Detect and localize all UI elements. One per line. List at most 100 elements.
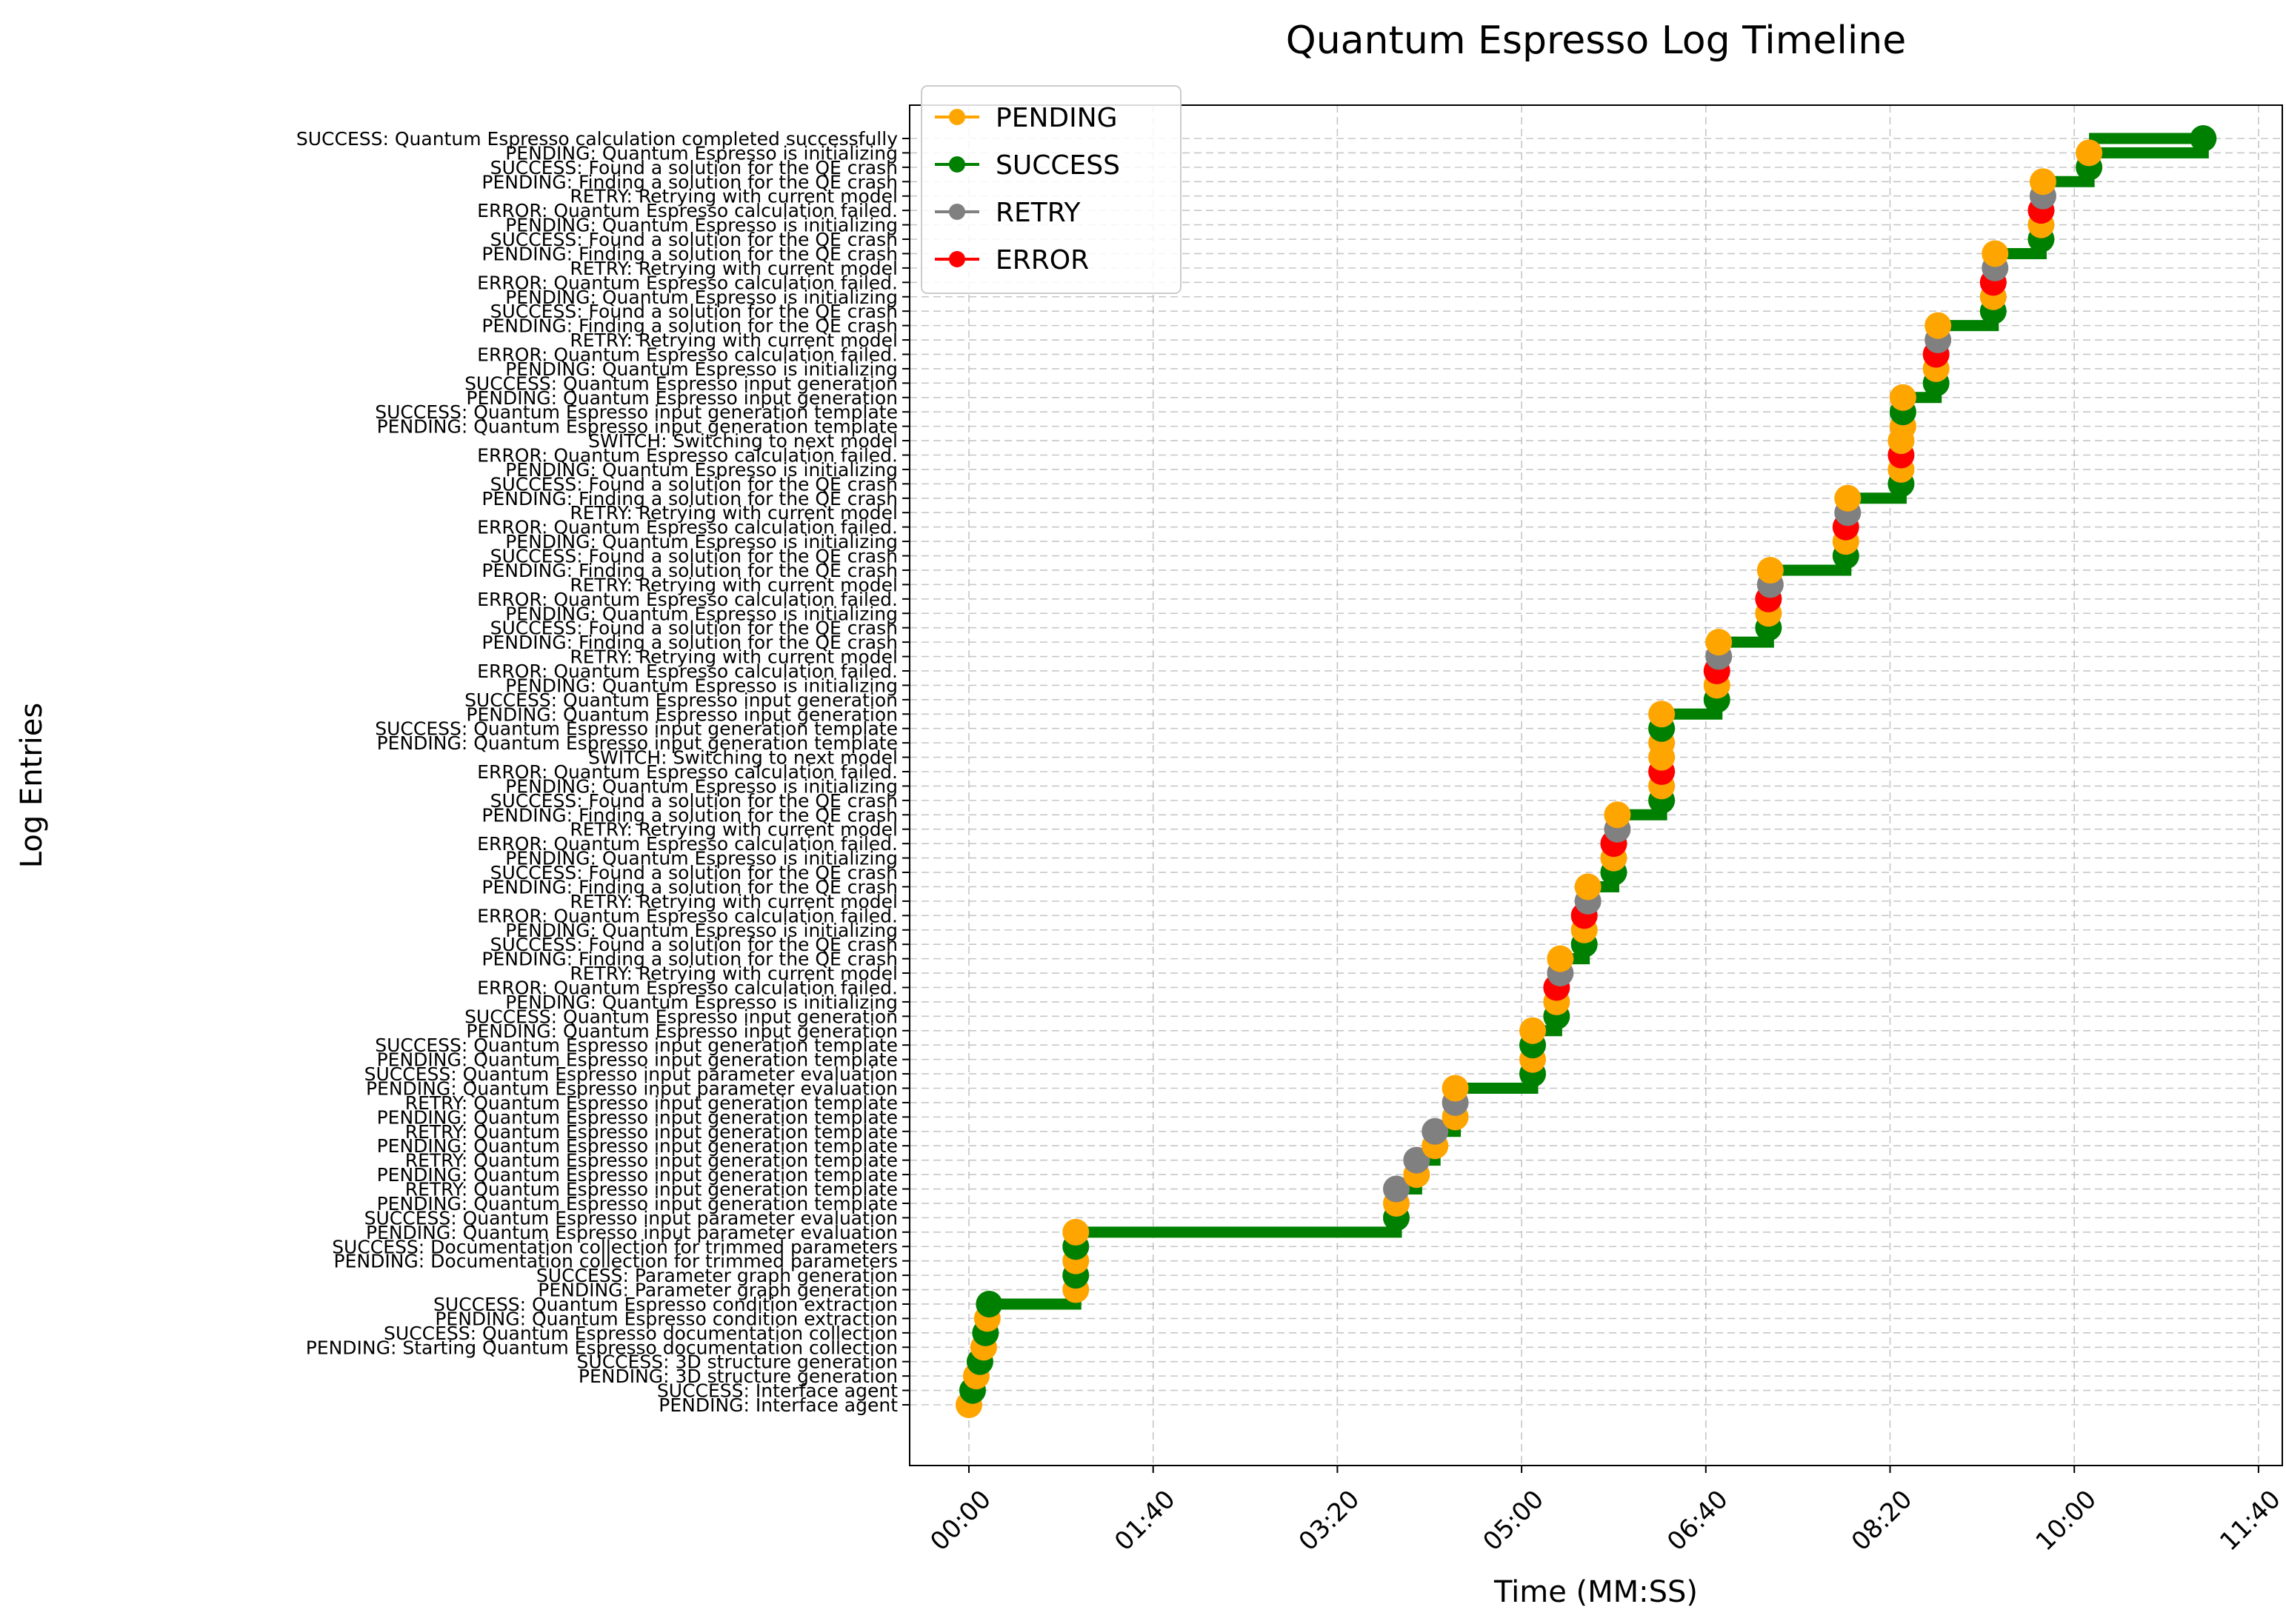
y-tick-label: PENDING: Starting Quantum Espresso docum… bbox=[306, 1337, 898, 1358]
y-tick-label: RETRY: Quantum Espresso input generation… bbox=[405, 1179, 898, 1200]
y-tick-label: PENDING: Finding a solution for the QE c… bbox=[481, 949, 898, 970]
marker-pending bbox=[1574, 873, 1602, 900]
y-tick-label: ERROR: Quantum Espresso calculation fail… bbox=[477, 445, 898, 467]
y-tick-label: SWITCH: Switching to next model bbox=[588, 747, 898, 769]
y-tick-label: SUCCESS: Documentation collection for tr… bbox=[332, 1236, 898, 1257]
y-tick-label: SUCCESS: Quantum Espresso input generati… bbox=[375, 401, 898, 423]
y-tick-label: PENDING: Quantum Espresso is initializin… bbox=[505, 603, 898, 624]
y-tick-label: PENDING: Quantum Espresso input generati… bbox=[377, 1135, 898, 1157]
y-tick-label: PENDING: Finding a solution for the QE c… bbox=[481, 243, 898, 264]
marker-retry bbox=[1422, 1117, 1449, 1145]
y-tick-label: RETRY: Retrying with current model bbox=[570, 502, 898, 524]
y-tick-label: ERROR: Quantum Espresso calculation fail… bbox=[477, 517, 898, 538]
marker-pending bbox=[1756, 556, 1784, 584]
y-tick-label: SUCCESS: Quantum Espresso documentation … bbox=[384, 1323, 898, 1344]
y-tick-label: PENDING: Quantum Espresso input generati… bbox=[377, 1193, 898, 1214]
y-tick-label: ERROR: Quantum Espresso calculation fail… bbox=[477, 977, 898, 998]
chart-title: Quantum Espresso Log Timeline bbox=[1286, 19, 1906, 63]
marker-pending bbox=[1547, 945, 1574, 972]
y-tick-label: SUCCESS: Quantum Espresso input generati… bbox=[375, 1035, 898, 1056]
y-tick-label: PENDING: Finding a solution for the QE c… bbox=[481, 315, 898, 337]
marker-pending bbox=[1889, 384, 1916, 411]
marker-retry bbox=[1382, 1175, 1410, 1203]
y-tick-label: PENDING: Quantum Espresso input generati… bbox=[466, 387, 898, 409]
data-markers bbox=[956, 125, 2217, 1418]
y-tick-label: RETRY: Retrying with current model bbox=[570, 574, 898, 595]
y-tick-label: ERROR: Quantum Espresso calculation fail… bbox=[477, 761, 898, 783]
y-tick-label: PENDING: Quantum Espresso condition extr… bbox=[435, 1308, 898, 1329]
y-tick-label: RETRY: Quantum Espresso input generation… bbox=[405, 1092, 898, 1114]
legend-marker bbox=[949, 251, 965, 267]
marker-pending bbox=[1604, 801, 1631, 829]
y-tick-label: PENDING: Quantum Espresso is initializin… bbox=[505, 848, 898, 869]
y-tick-label: PENDING: Quantum Espresso input paramete… bbox=[366, 1222, 898, 1243]
y-tick-label: SUCCESS: Found a solution for the QE cra… bbox=[490, 934, 898, 955]
y-tick-label: PENDING: Quantum Espresso input generati… bbox=[466, 704, 898, 725]
y-tick-label: SUCCESS: Found a solution for the QE cra… bbox=[490, 546, 898, 567]
legend-marker bbox=[949, 156, 965, 173]
y-tick-label: PENDING: Finding a solution for the QE c… bbox=[481, 488, 898, 509]
y-tick-label: PENDING: Quantum Espresso is initializin… bbox=[505, 459, 898, 481]
y-tick-label: PENDING: Quantum Espresso input generati… bbox=[377, 1164, 898, 1186]
y-tick-label: RETRY: Quantum Espresso input generation… bbox=[405, 1121, 898, 1143]
y-tick-label: SUCCESS: Quantum Espresso input paramete… bbox=[364, 1063, 898, 1085]
y-tick-label: RETRY: Retrying with current model bbox=[570, 258, 898, 279]
y-axis-label: Log Entries bbox=[15, 703, 49, 868]
y-tick-label: RETRY: Retrying with current model bbox=[570, 819, 898, 841]
y-tick-label: PENDING: Finding a solution for the QE c… bbox=[481, 560, 898, 581]
y-tick-label: SUCCESS: Found a solution for the QE cra… bbox=[490, 790, 898, 812]
y-tick-label: PENDING: 3D structure generation bbox=[579, 1366, 898, 1387]
marker-pending bbox=[2029, 168, 2056, 196]
y-tick-label: SUCCESS: Quantum Espresso input generati… bbox=[464, 372, 898, 394]
legend-marker bbox=[949, 204, 965, 220]
y-tick-label: SUCCESS: Quantum Espresso condition extr… bbox=[433, 1294, 898, 1315]
legend-label: RETRY bbox=[996, 198, 1081, 228]
y-tick-label: PENDING: Quantum Espresso input paramete… bbox=[366, 1078, 898, 1100]
y-tick-label: PENDING: Quantum Espresso is initializin… bbox=[505, 920, 898, 941]
y-tick-label: RETRY: Retrying with current model bbox=[570, 330, 898, 351]
y-tick-label: PENDING: Interface agent bbox=[659, 1394, 898, 1416]
y-tick-label: SUCCESS: 3D structure generation bbox=[577, 1351, 898, 1373]
y-tick-label: ERROR: Quantum Espresso calculation fail… bbox=[477, 272, 898, 293]
y-tick-label: SUCCESS: Quantum Espresso input generati… bbox=[464, 689, 898, 711]
y-tick-label: RETRY: Retrying with current model bbox=[570, 646, 898, 668]
y-tick-label: PENDING: Quantum Espresso input generati… bbox=[377, 416, 898, 438]
marker-pending bbox=[1705, 629, 1733, 656]
y-tick-label: SUCCESS: Parameter graph generation bbox=[536, 1265, 898, 1286]
y-tick-label: PENDING: Quantum Espresso is initializin… bbox=[505, 775, 898, 797]
y-tick-label: ERROR: Quantum Espresso calculation fail… bbox=[477, 589, 898, 610]
y-tick-label: SUCCESS: Found a solution for the QE cra… bbox=[490, 301, 898, 322]
y-tick-label: ERROR: Quantum Espresso calculation fail… bbox=[477, 905, 898, 926]
y-tick-label: SUCCESS: Found a solution for the QE cra… bbox=[490, 473, 898, 495]
y-tick-label: ERROR: Quantum Espresso calculation fail… bbox=[477, 833, 898, 855]
y-tick-label: SUCCESS: Found a solution for the QE cra… bbox=[490, 229, 898, 250]
y-tick-label: PENDING: Quantum Espresso input generati… bbox=[377, 1049, 898, 1071]
y-tick-label: RETRY: Quantum Espresso input generation… bbox=[405, 1150, 898, 1172]
y-tick-label: PENDING: Documentation collection for tr… bbox=[334, 1251, 898, 1272]
y-tick-label: PENDING: Finding a solution for the QE c… bbox=[481, 804, 898, 826]
y-tick-label: SUCCESS: Quantum Espresso input generati… bbox=[464, 1006, 898, 1027]
legend-marker bbox=[949, 109, 965, 125]
marker-pending bbox=[1925, 312, 1952, 339]
y-tick-label: ERROR: Quantum Espresso calculation fail… bbox=[477, 344, 898, 365]
y-tick-label: PENDING: Quantum Espresso input generati… bbox=[466, 1020, 898, 1042]
legend-label: SUCCESS bbox=[996, 150, 1120, 181]
marker-pending bbox=[1834, 484, 1862, 512]
marker-pending bbox=[1442, 1075, 1469, 1102]
y-tick-label: SUCCESS: Found a solution for the QE cra… bbox=[490, 862, 898, 883]
y-tick-label: PENDING: Quantum Espresso is initializin… bbox=[505, 287, 898, 308]
x-axis-label: Time (MM:SS) bbox=[1493, 1575, 1698, 1609]
legend-label: PENDING bbox=[996, 103, 1118, 133]
y-tick-label: PENDING: Parameter graph generation bbox=[538, 1280, 898, 1301]
y-tick-label: SUCCESS: Interface agent bbox=[657, 1380, 898, 1402]
y-tick-label: PENDING: Quantum Espresso is initializin… bbox=[505, 358, 898, 380]
marker-pending bbox=[1648, 701, 1676, 728]
y-tick-label: PENDING: Quantum Espresso input generati… bbox=[377, 1106, 898, 1128]
y-tick-label: PENDING: Finding a solution for the QE c… bbox=[481, 632, 898, 653]
y-tick-label: PENDING: Quantum Espresso is initializin… bbox=[505, 675, 898, 696]
y-tick-label: SUCCESS: Found a solution for the QE cra… bbox=[490, 157, 898, 178]
legend-label: ERROR bbox=[996, 245, 1089, 275]
marker-success bbox=[2190, 125, 2217, 152]
y-tick-label: RETRY: Retrying with current model bbox=[570, 186, 898, 207]
